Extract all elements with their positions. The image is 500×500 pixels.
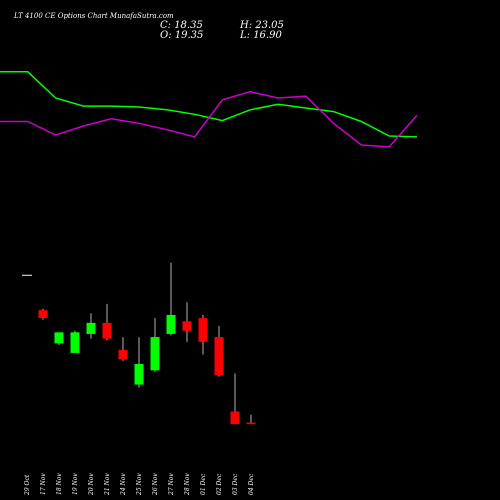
x-tick-label: 25 Nov	[136, 473, 143, 496]
candle-body	[182, 321, 192, 331]
x-tick-label: 20 Nov	[88, 473, 95, 496]
candle-body	[118, 349, 128, 360]
x-tick-label: 28 Nov	[184, 473, 191, 496]
high-label: H: 23.05	[240, 20, 284, 31]
candle-body	[54, 332, 64, 344]
chart-title: LT 4100 CE Options Chart MunafaSutra.com	[14, 12, 174, 20]
x-tick-label: 19 Nov	[72, 473, 79, 495]
low-label: L: 16.90	[240, 30, 282, 41]
open-label: O: 19.35	[160, 30, 204, 41]
x-tick-label: 02 Dec	[216, 473, 223, 495]
candle-body	[214, 337, 224, 376]
x-tick-label: 18 Nov	[56, 473, 63, 495]
overlay-line-magenta	[0, 90, 418, 148]
overlay-line-green	[0, 71, 418, 138]
close-label: C: 18.35	[160, 20, 203, 31]
candle-body	[70, 332, 80, 353]
candle-body	[246, 422, 256, 425]
candle-body	[198, 318, 208, 342]
x-tick-label: 26 Nov	[152, 473, 159, 496]
x-tick-label: 24 Nov	[120, 473, 127, 496]
candle-body	[38, 310, 48, 319]
x-tick-label: 21 Nov	[104, 473, 111, 496]
candle-body	[230, 411, 240, 425]
candle-body	[86, 322, 96, 334]
x-tick-label: 27 Nov	[168, 473, 175, 496]
x-tick-label: 04 Dec	[248, 473, 255, 495]
candle-body	[134, 364, 144, 385]
x-tick-label: 29 Oct	[24, 474, 31, 496]
x-tick-label: 03 Dec	[232, 473, 239, 495]
x-tick-label: 01 Dec	[200, 473, 207, 495]
candle-body	[102, 322, 112, 339]
candle-body	[166, 314, 176, 334]
candle-body	[150, 337, 160, 371]
x-tick-label: 17 Nov	[40, 473, 47, 495]
